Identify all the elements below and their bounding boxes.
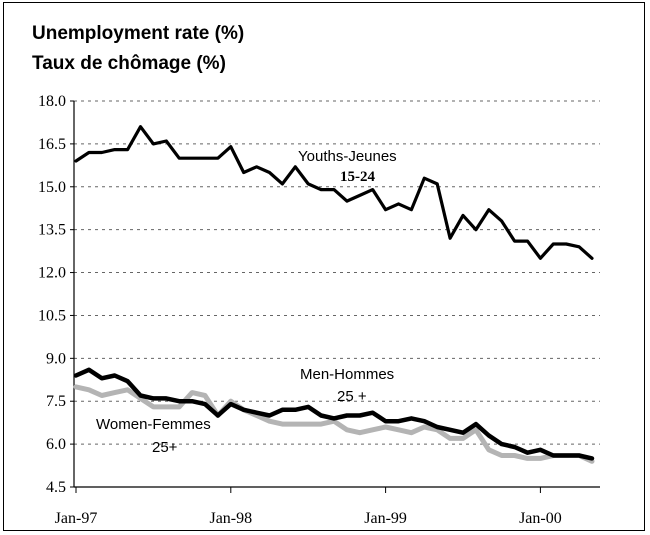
series-line-men — [73, 367, 595, 461]
x-tick-label: Jan-98 — [209, 510, 252, 527]
axes — [73, 101, 600, 488]
x-tick-label: Jan-00 — [519, 510, 562, 527]
chart-subtitle: Taux de chômage (%) — [32, 53, 226, 74]
y-tick-label: 13.5 — [38, 222, 66, 239]
y-tick-label: 7.5 — [46, 393, 66, 410]
label-men-age: 25 + — [337, 388, 367, 405]
y-tick-label: 16.5 — [38, 136, 66, 153]
y-tick-label: 4.5 — [46, 479, 66, 496]
x-axis-ticks: Jan-97 Jan-98 Jan-99 Jan-00 — [55, 487, 562, 527]
x-tick-label: Jan-97 — [55, 510, 98, 527]
annotations: Youths-Jeunes 15-24 Men-Hommes 25 + Wome… — [96, 148, 397, 456]
x-tick-label: Jan-99 — [364, 510, 407, 527]
label-men: Men-Hommes — [300, 366, 394, 383]
y-tick-label: 6.0 — [46, 436, 66, 453]
chart-title: Unemployment rate (%) — [32, 23, 245, 44]
chart-frame: Unemployment rate (%) Taux de chômage (%… — [3, 2, 645, 531]
y-axis-ticks: 18.0 16.5 15.0 13.5 12.0 10.5 9.0 7.5 6.0 4.5 — [38, 93, 74, 496]
label-youths: Youths-Jeunes — [298, 148, 397, 165]
y-tick-label: 15.0 — [38, 179, 66, 196]
y-tick-label: 18.0 — [38, 93, 66, 110]
y-tick-label: 9.0 — [46, 350, 66, 367]
label-women-age: 25+ — [152, 439, 178, 456]
series-lines — [73, 125, 595, 464]
y-tick-label: 12.0 — [38, 265, 66, 282]
series-line-women — [73, 384, 595, 464]
label-women: Women-Femmes — [96, 416, 211, 433]
y-tick-label: 10.5 — [38, 307, 66, 324]
series-line-youths — [74, 125, 594, 260]
label-youths-age: 15-24 — [340, 169, 375, 185]
